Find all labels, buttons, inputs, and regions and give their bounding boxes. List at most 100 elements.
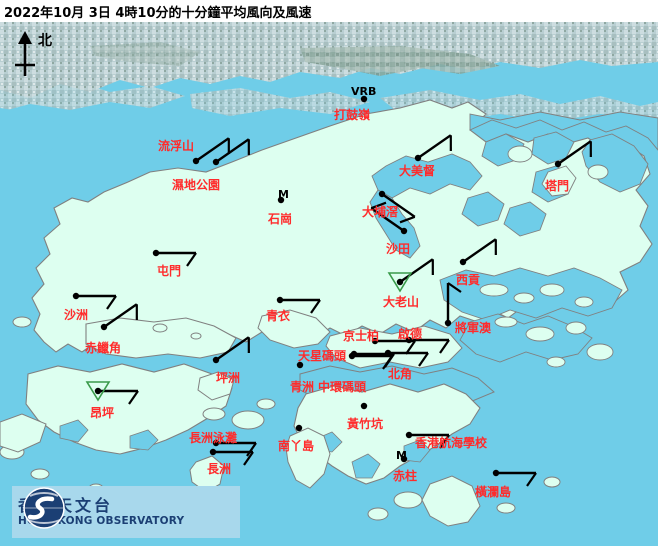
title-bar: 2022年10月 3日 4時10分的十分鐘平均風向及風速 (0, 0, 658, 22)
station-label: 沙田 (386, 242, 411, 256)
station-label: 大美督 (399, 164, 436, 178)
station-label: 昂坪 (90, 406, 115, 420)
page-title: 2022年10月 3日 4時10分的十分鐘平均風向及風速 (4, 6, 312, 21)
station-marker[interactable] (400, 227, 408, 235)
wind-barb (409, 338, 450, 354)
station-marker[interactable] (192, 157, 200, 165)
station-marker[interactable] (414, 154, 422, 162)
lantau-sw-tail (0, 413, 47, 453)
station-marker[interactable] (209, 448, 217, 456)
station-label: 西貢 (456, 273, 481, 287)
wind-barb (215, 336, 250, 361)
station-marker[interactable] (378, 190, 386, 198)
wind-barb (195, 137, 230, 162)
station-marker[interactable] (295, 424, 303, 432)
station-label: 將軍澳 (455, 321, 492, 335)
waglan-island (496, 502, 516, 514)
station-marker[interactable] (405, 336, 413, 344)
station-marker[interactable] (212, 439, 220, 447)
tsing-yi (257, 309, 331, 349)
islet-sw-c (12, 316, 32, 328)
wind-barb (76, 294, 117, 310)
station-marker[interactable] (100, 323, 108, 331)
station-label: 赤柱 (393, 469, 418, 483)
lamma-island (285, 427, 331, 489)
station-label: 黃竹坑 (347, 417, 384, 431)
station-marker[interactable] (296, 361, 304, 369)
wind-barbs-layer (72, 95, 592, 487)
station-aux-label: M (396, 449, 407, 462)
peng-chau (197, 371, 235, 401)
station-aux-label: VRB (351, 85, 377, 98)
station-label: 坪洲 (216, 371, 241, 385)
station-marker[interactable] (444, 319, 452, 327)
station-label: 中環碼頭 (318, 380, 367, 394)
station-marker[interactable] (371, 337, 379, 345)
station-label: 長洲 (207, 462, 232, 476)
wind-barb (446, 282, 462, 323)
station-label: 天星碼頭 (298, 349, 347, 363)
po-toi-island (421, 475, 481, 527)
station-marker[interactable] (276, 296, 284, 304)
station-label: 大老山 (383, 295, 420, 309)
wind-barb (388, 351, 429, 367)
wind-barb (215, 138, 250, 163)
map-canvas[interactable]: 北 流浮山 濕地公園 打鼓嶺 VRB 大美督 塔門 石崗 M 大埔滘 沙田 屯門 西貢 沙洲 赤鱲角 青衣 大… (0, 22, 658, 546)
station-marker[interactable] (212, 356, 220, 364)
small-island-a (231, 410, 265, 430)
station-marker[interactable] (459, 258, 467, 266)
station-label: 沙洲 (64, 308, 89, 322)
station-marker[interactable] (554, 160, 562, 168)
station-label: 南丫島 (278, 439, 315, 453)
station-label: 青衣 (266, 309, 291, 323)
calm-station-marker (85, 381, 111, 402)
north-label: 北 (38, 33, 52, 49)
station-marker[interactable] (277, 196, 285, 204)
wind-barb (496, 471, 537, 487)
islet-se (367, 507, 389, 521)
station-aux-label: M (278, 188, 289, 201)
station-marker[interactable] (348, 352, 356, 360)
station-marker[interactable] (492, 469, 500, 477)
station-label: 塔門 (545, 179, 570, 193)
tung-lung-island (393, 491, 423, 509)
station-marker[interactable] (212, 158, 220, 166)
north-arrow-icon (15, 31, 35, 76)
sai-kung-islands (479, 283, 614, 368)
wind-barb (98, 389, 139, 405)
station-marker[interactable] (360, 95, 368, 103)
wind-barb (409, 433, 450, 449)
station-label: 大埔滘 (362, 205, 399, 219)
station-label: 打鼓嶺 (334, 108, 371, 122)
wind-barb (557, 140, 592, 165)
wind-barb (156, 251, 197, 267)
station-label: 京士柏 (343, 329, 380, 343)
station-label: 橫瀾島 (475, 485, 512, 499)
station-marker[interactable] (384, 349, 392, 357)
wind-barb (352, 354, 393, 370)
station-marker[interactable] (396, 278, 404, 286)
station-label: 濕地公園 (172, 178, 221, 192)
islet-e (543, 476, 561, 488)
islet-sw-e (30, 468, 50, 480)
ne-islands (507, 145, 609, 197)
station-marker[interactable] (72, 292, 80, 300)
station-label: 屯門 (157, 264, 182, 278)
islet-sw-b (190, 332, 202, 340)
station-marker[interactable] (405, 431, 413, 439)
station-label: 香港航海學校 (415, 436, 488, 450)
wind-barb (381, 193, 416, 224)
kowloon (325, 325, 463, 369)
station-marker[interactable] (152, 249, 160, 257)
lantau-bays (59, 419, 159, 451)
wind-barb (103, 303, 138, 328)
station-marker[interactable] (400, 455, 408, 463)
wind-barb (417, 134, 452, 159)
small-island-b (202, 407, 226, 421)
calm-station-marker (387, 272, 413, 293)
station-marker[interactable] (94, 387, 102, 395)
station-marker[interactable] (360, 402, 368, 410)
station-label: 啟德 (398, 327, 423, 341)
hko-logo-icon (23, 487, 65, 529)
map-geography (0, 22, 658, 546)
